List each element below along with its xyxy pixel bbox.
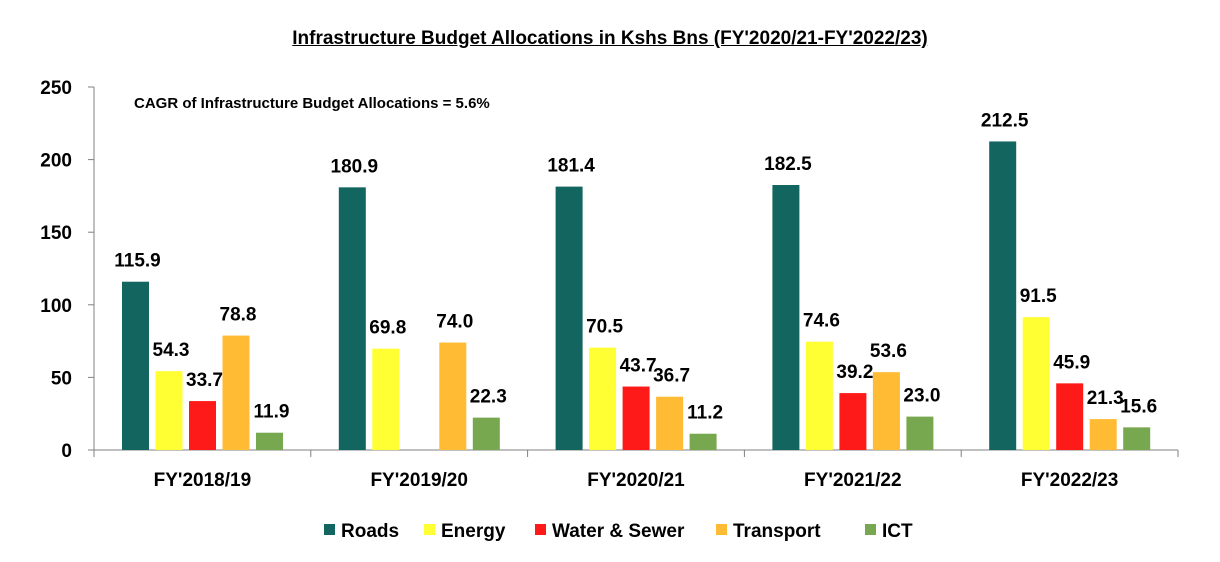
bar: [1089, 419, 1117, 450]
legend-swatch: [535, 524, 546, 535]
bar: [906, 416, 934, 450]
bar: [338, 187, 366, 451]
data-label: 180.9: [331, 156, 379, 177]
cagr-annotation: CAGR of Infrastructure Budget Allocation…: [134, 95, 490, 112]
data-label: 70.5: [586, 317, 623, 338]
y-tick-label: 0: [61, 441, 72, 462]
legend-swatch: [324, 524, 335, 535]
data-label: 43.7: [620, 356, 657, 377]
bar: [589, 347, 617, 450]
legend-label: Water & Sewer: [552, 521, 685, 542]
bar: [872, 372, 900, 450]
bar: [1123, 427, 1151, 450]
bar: [805, 341, 833, 450]
bar: [122, 281, 149, 450]
data-label: 36.7: [653, 366, 690, 387]
data-label: 45.9: [1053, 352, 1090, 373]
x-tick-label: FY'2020/21: [587, 470, 685, 491]
legend-swatch: [865, 524, 876, 535]
legend-label: Roads: [341, 521, 399, 542]
data-label: 33.7: [186, 370, 223, 391]
data-label: 74.6: [803, 311, 840, 332]
bar: [839, 393, 867, 450]
bar: [689, 433, 717, 450]
bar: [155, 371, 183, 450]
x-tick-label: FY'2022/23: [1021, 470, 1118, 491]
legend-swatch: [424, 524, 435, 535]
data-label: 212.5: [981, 110, 1029, 131]
data-label: 181.4: [547, 156, 595, 177]
data-label: 115.9: [114, 251, 161, 272]
bar: [222, 335, 250, 450]
data-label: 11.9: [254, 402, 290, 423]
bar: [372, 348, 400, 450]
x-tick-label: FY'2021/22: [804, 470, 901, 491]
data-label: 15.6: [1120, 396, 1157, 417]
y-tick-label: 250: [40, 78, 72, 99]
legend-label: ICT: [882, 521, 913, 542]
bar: [189, 401, 216, 450]
data-label: 54.3: [153, 340, 190, 361]
y-tick-label: 200: [40, 151, 72, 172]
chart-title: Infrastructure Budget Allocations in Ksh…: [292, 28, 928, 49]
bar: [989, 141, 1017, 450]
bar: [656, 396, 684, 450]
bar: [1056, 383, 1084, 450]
data-label: 11.2: [687, 403, 723, 424]
data-label: 22.3: [470, 387, 507, 408]
data-label: 91.5: [1020, 286, 1057, 307]
data-label: 21.3: [1087, 388, 1124, 409]
data-label: 74.0: [436, 312, 473, 333]
data-label: 69.8: [369, 318, 406, 339]
y-tick-label: 150: [40, 223, 72, 244]
y-tick-label: 50: [51, 368, 72, 389]
x-tick-label: FY'2019/20: [370, 470, 467, 491]
bar: [1022, 317, 1050, 450]
bar: [256, 432, 283, 450]
legend-label: Energy: [441, 521, 506, 542]
bar: [472, 417, 500, 450]
data-label: 39.2: [836, 362, 873, 383]
legend-label: Transport: [733, 521, 821, 542]
bar: [555, 186, 583, 451]
bar: [772, 185, 800, 450]
legend-swatch: [716, 524, 727, 535]
bar: [439, 342, 467, 450]
data-label: 23.0: [903, 386, 940, 407]
data-label: 53.6: [870, 341, 907, 362]
x-tick-label: FY'2018/19: [154, 470, 251, 491]
data-label: 78.8: [220, 305, 257, 326]
bar: [622, 386, 650, 450]
y-tick-label: 100: [40, 296, 72, 317]
data-label: 182.5: [764, 154, 812, 175]
